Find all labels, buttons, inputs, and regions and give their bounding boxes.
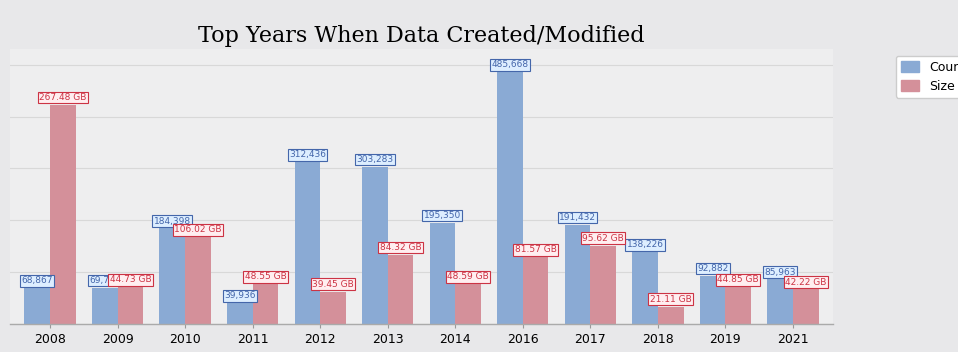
Bar	[497, 72, 523, 324]
Text: 48.55 GB: 48.55 GB	[244, 272, 286, 281]
Bar	[25, 288, 50, 324]
Bar	[320, 291, 346, 324]
Bar	[362, 167, 388, 324]
Bar	[159, 228, 185, 324]
Text: 95.62 GB: 95.62 GB	[582, 234, 624, 243]
Bar	[429, 223, 455, 324]
Bar	[632, 252, 658, 324]
Text: 21.11 GB: 21.11 GB	[650, 295, 692, 304]
Text: 138,226: 138,226	[627, 240, 664, 250]
Bar	[294, 162, 320, 324]
Text: 85,963: 85,963	[764, 268, 796, 277]
Bar	[725, 287, 751, 324]
Bar	[227, 303, 253, 324]
Text: 81.57 GB: 81.57 GB	[514, 245, 557, 254]
Text: 44.73 GB: 44.73 GB	[109, 276, 151, 284]
Bar	[253, 284, 279, 324]
Text: 39,936: 39,936	[224, 291, 256, 300]
Bar	[767, 279, 793, 324]
Text: 312,436: 312,436	[289, 150, 326, 159]
Text: 48.59 GB: 48.59 GB	[447, 272, 489, 281]
Bar	[50, 105, 76, 324]
Text: 39.45 GB: 39.45 GB	[312, 280, 354, 289]
Bar	[523, 257, 549, 324]
Legend: Count, Size: Count, Size	[896, 56, 958, 98]
Text: 267.48 GB: 267.48 GB	[39, 93, 86, 102]
Bar	[590, 246, 616, 324]
Bar	[92, 288, 118, 324]
Text: 106.02 GB: 106.02 GB	[174, 225, 221, 234]
Text: 303,283: 303,283	[356, 155, 394, 164]
Text: 92,882: 92,882	[697, 264, 728, 273]
Text: 69,748: 69,748	[89, 276, 121, 285]
Text: 84.32 GB: 84.32 GB	[379, 243, 422, 252]
Bar	[699, 276, 725, 324]
Text: 191,432: 191,432	[559, 213, 596, 222]
Text: 195,350: 195,350	[423, 211, 461, 220]
Text: 485,668: 485,668	[491, 61, 529, 69]
Bar	[455, 284, 481, 324]
Text: 68,867: 68,867	[21, 276, 53, 285]
Bar	[185, 237, 211, 324]
Bar	[564, 225, 590, 324]
Text: 184,398: 184,398	[154, 216, 191, 226]
Text: 42.22 GB: 42.22 GB	[786, 277, 827, 287]
Bar	[658, 307, 684, 324]
Text: Top Years When Data Created/Modified: Top Years When Data Created/Modified	[198, 25, 645, 46]
Bar	[793, 289, 818, 324]
Bar	[118, 287, 144, 324]
Bar	[388, 255, 414, 324]
Text: 44.85 GB: 44.85 GB	[718, 275, 759, 284]
